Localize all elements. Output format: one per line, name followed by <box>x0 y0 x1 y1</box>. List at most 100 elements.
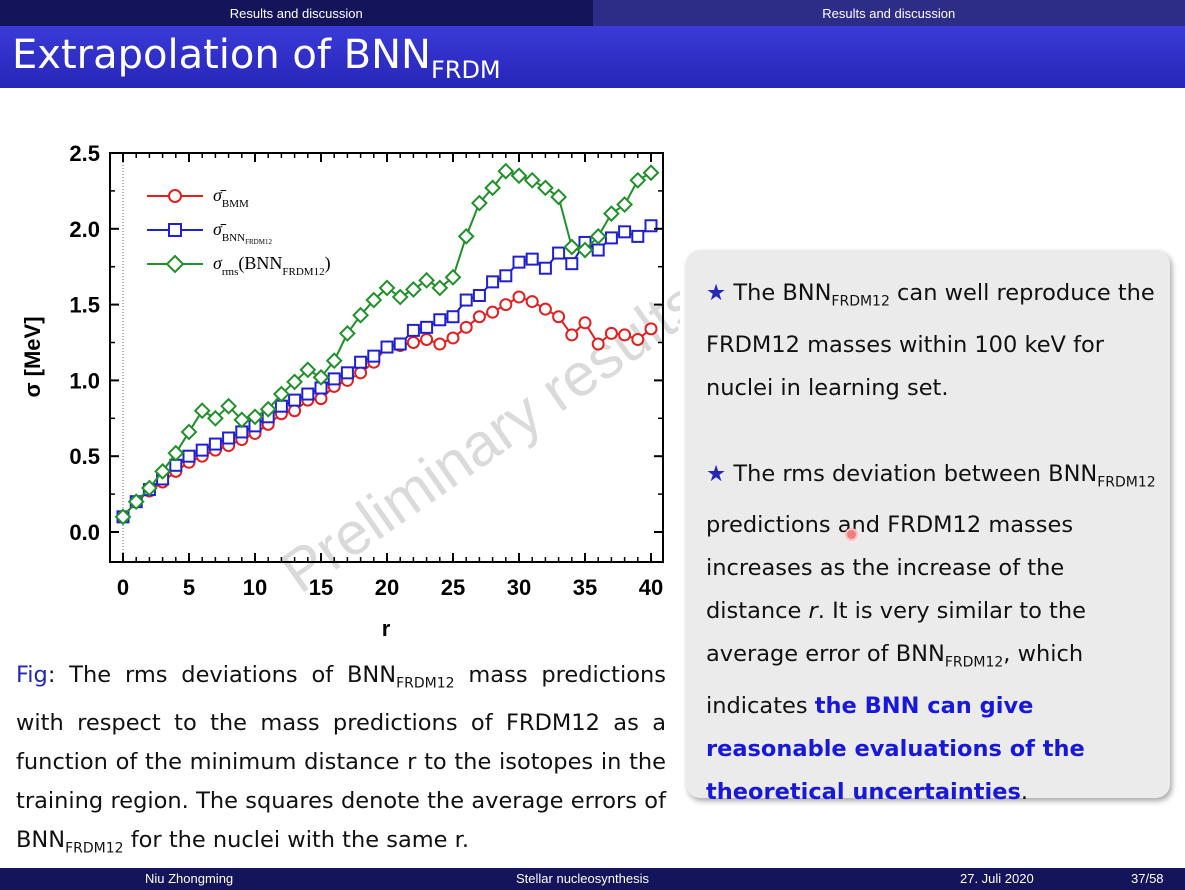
legend-bmm-sub: BMM <box>222 198 249 210</box>
star-icon: ★ <box>706 460 727 487</box>
data-point-rms <box>404 281 422 298</box>
data-point-bmm <box>604 326 618 340</box>
data-point-bmm <box>538 302 552 316</box>
footer-date: 27. Juli 2020 <box>960 871 1034 886</box>
data-point-bmm <box>644 322 658 336</box>
y-tick-label: 1.0 <box>69 368 100 393</box>
legend-rms-close: ) <box>325 253 331 274</box>
legend-entry-rms: σrms(BNNFRDM12) <box>147 253 331 278</box>
bullet-2: ★ The rms deviation between BNNFRDM12 pr… <box>706 453 1161 814</box>
data-point-rms <box>510 167 528 185</box>
data-point-rms <box>589 227 607 245</box>
data-point-bnn <box>393 337 407 351</box>
data-point-rms <box>259 400 277 418</box>
x-tick-label: 10 <box>243 575 267 600</box>
data-point-bmm <box>486 305 500 319</box>
bullet-2-sub-2: FRDM12 <box>944 654 1004 671</box>
data-point-bnn <box>631 229 645 243</box>
data-point-rms <box>127 493 145 511</box>
bullet-1: ★ The BNNFRDM12 can well reproduce the F… <box>706 272 1161 410</box>
data-point-bnn <box>354 355 368 369</box>
data-point-bmm <box>433 337 447 351</box>
data-point-bmm <box>406 336 420 349</box>
y-axis-label: σ [MeV] <box>20 316 45 397</box>
y-tick-label: 2.5 <box>69 141 100 166</box>
data-point-rms <box>193 402 211 420</box>
legend-rms-main: σ <box>213 253 223 273</box>
legend-rms-sub: rms <box>222 266 239 278</box>
bullet-2-part-a: The rms deviation between BNN <box>726 460 1098 487</box>
data-point-rms <box>233 411 251 429</box>
star-icon: ★ <box>706 280 727 306</box>
data-point-bnn <box>604 231 618 245</box>
series-group <box>114 162 660 526</box>
data-point-rms <box>418 271 436 289</box>
x-tick-label: 15 <box>309 575 333 600</box>
legend-marker-bmm <box>168 189 182 203</box>
data-point-bnn <box>182 449 196 463</box>
legend-label-bmm: σ̄BMM <box>213 185 249 210</box>
slide-title-main: Extrapolation of BNN <box>12 32 431 78</box>
x-tick-label: 0 <box>117 575 129 600</box>
data-point-rms <box>312 368 330 386</box>
data-point-bnn <box>301 387 315 401</box>
footer-author: Niu Zhongming <box>145 871 234 886</box>
data-point-rms <box>338 324 356 342</box>
data-point-bmm <box>565 328 579 342</box>
data-point-rms <box>536 179 554 197</box>
data-point-bnn <box>195 443 209 457</box>
footer-page: 37/58 <box>1131 871 1164 886</box>
data-point-rms <box>629 171 647 189</box>
laser-pointer-dot <box>845 528 858 541</box>
data-point-bnn <box>591 243 605 257</box>
data-point-rms <box>550 188 568 206</box>
legend-marker-bnn <box>168 223 182 237</box>
bullet-2-part-c: . It is very similar to the average erro… <box>706 598 1086 667</box>
x-tick-label: 20 <box>375 575 399 600</box>
data-point-bmm <box>288 404 302 418</box>
bullet-spacer <box>706 410 1161 453</box>
footer-bar: Niu Zhongming Stellar nucleosynthesis 27… <box>0 868 1185 890</box>
figure-caption: Fig: The rms deviations of BNNFRDM12 mas… <box>16 656 666 868</box>
data-point-rms <box>246 408 264 426</box>
legend-label-rms: σrms(BNNFRDM12) <box>213 253 331 278</box>
data-point-bmm <box>552 310 566 324</box>
data-point-bnn <box>525 252 539 266</box>
data-point-bmm <box>618 328 632 342</box>
data-point-rms <box>563 238 581 256</box>
section-bar: Results and discussion Results and discu… <box>0 0 1185 26</box>
y-tick-label: 0.5 <box>69 444 100 469</box>
data-point-bnn <box>446 310 460 324</box>
data-point-bmm <box>314 392 328 406</box>
data-point-rms <box>576 241 594 259</box>
data-point-bnn <box>406 323 420 337</box>
data-point-rms <box>167 444 185 462</box>
data-point-bmm <box>512 290 526 304</box>
data-point-rms <box>365 291 383 309</box>
data-point-rms <box>180 423 198 441</box>
data-point-bnn <box>486 275 500 289</box>
legend-entry-bnn: σ̄BNNFRDM12 <box>147 219 272 246</box>
data-point-bmm <box>459 320 473 334</box>
data-point-bmm <box>499 298 513 312</box>
data-point-bnn <box>420 320 434 334</box>
legend-rms-paren: (BNN <box>238 253 282 274</box>
data-point-rms <box>352 306 370 324</box>
x-tick-label: 35 <box>573 575 597 600</box>
data-point-rms <box>299 361 317 379</box>
bullet-2-part-d: , which indicates <box>706 641 1084 719</box>
footer-talk: Stellar nucleosynthesis <box>516 871 649 886</box>
chart-legend: σ̄BMM σ̄BNNFRDM12 σrms(BNNFRDM12) <box>147 185 331 278</box>
x-tick-label: 5 <box>183 575 195 600</box>
data-point-bnn <box>340 366 354 380</box>
data-point-rms <box>391 288 409 306</box>
caption-part-2: mass predictions with respect to the mas… <box>16 662 666 853</box>
bullet-2-r: r <box>808 598 818 624</box>
caption-part-3: for the nuclei with the same r. <box>123 826 470 853</box>
data-point-bnn <box>538 261 552 275</box>
data-point-rms <box>497 162 515 180</box>
data-point-bnn <box>552 246 566 260</box>
data-point-rms <box>378 279 396 297</box>
data-point-bnn <box>472 289 486 303</box>
data-point-rms <box>140 479 158 497</box>
